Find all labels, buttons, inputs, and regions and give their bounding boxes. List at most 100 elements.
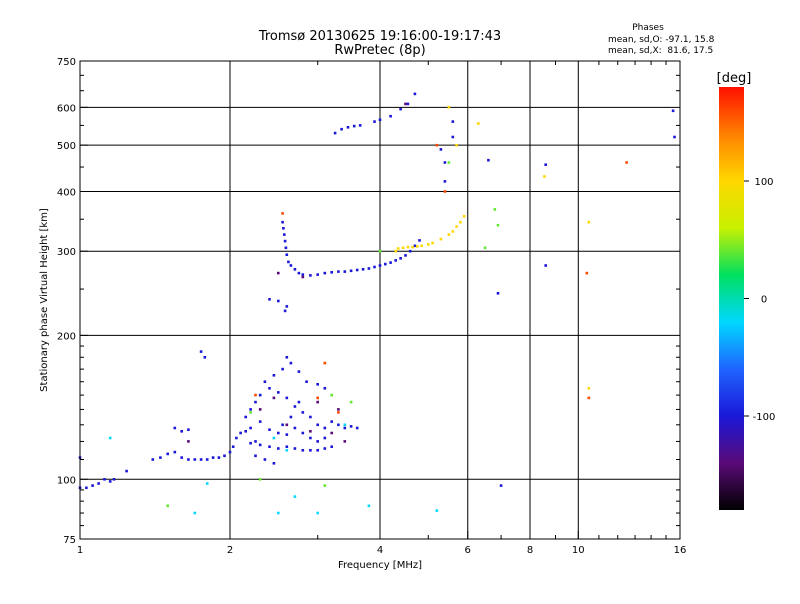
data-point: [451, 120, 455, 123]
data-point: [297, 271, 301, 275]
data-point: [406, 245, 410, 249]
series-0: [78, 92, 676, 490]
data-point: [493, 208, 497, 211]
data-point: [316, 423, 319, 427]
data-point: [673, 135, 676, 139]
data-point: [187, 440, 190, 443]
series-3: [254, 143, 628, 414]
x-axis-label: Frequency [MHz]: [338, 560, 422, 571]
data-point: [272, 374, 276, 377]
data-point: [193, 458, 197, 461]
data-point: [287, 260, 290, 264]
data-point: [316, 383, 319, 386]
data-point: [349, 425, 353, 428]
data-point: [413, 244, 417, 248]
data-point: [343, 426, 347, 430]
data-point: [496, 292, 500, 295]
y-tick-label: 75: [63, 535, 76, 546]
data-point: [587, 387, 591, 390]
data-point: [85, 486, 88, 490]
info-o-mode: mean, sd,O: -97.1, 15.8: [608, 35, 715, 45]
data-point: [587, 396, 591, 400]
data-point: [258, 420, 262, 423]
data-point: [443, 190, 447, 193]
data-point: [309, 430, 312, 433]
data-point: [333, 131, 337, 135]
data-point: [309, 436, 312, 440]
data-point: [258, 393, 262, 397]
data-point: [284, 246, 288, 250]
data-point: [254, 454, 257, 458]
colorbar-gradient: [719, 87, 744, 510]
y-tick-label: 200: [57, 331, 76, 342]
x-tick-label: 1: [77, 545, 83, 556]
data-point: [254, 400, 257, 404]
data-point: [309, 415, 312, 419]
data-point: [301, 275, 305, 279]
data-point: [343, 440, 347, 443]
y-tick-label: 500: [57, 141, 76, 152]
data-point: [431, 241, 434, 245]
data-point: [228, 450, 232, 454]
y-tick-label: 300: [57, 247, 76, 258]
data-point: [323, 426, 327, 430]
data-point: [337, 408, 340, 411]
data-point: [459, 220, 462, 224]
data-point: [587, 220, 591, 224]
data-point: [404, 102, 407, 106]
y-axis-label: Stationary phase Virtual Height [km]: [39, 208, 50, 392]
data-point: [496, 223, 500, 227]
data-point: [352, 124, 356, 128]
data-point: [258, 443, 262, 447]
data-point: [249, 411, 252, 414]
data-point: [193, 511, 197, 515]
x-tick-label: 16: [674, 545, 687, 556]
data-point: [355, 426, 359, 430]
data-point: [293, 495, 297, 498]
data-point: [166, 504, 169, 508]
data-point: [285, 449, 289, 452]
data-point: [323, 447, 327, 450]
data-point: [173, 426, 177, 430]
data-point: [394, 249, 397, 253]
data-point: [239, 431, 242, 435]
data-point: [283, 233, 286, 236]
data-point: [235, 436, 238, 440]
data-point: [358, 124, 362, 127]
data-point: [301, 431, 305, 435]
data-point: [91, 484, 94, 487]
data-point: [323, 361, 327, 365]
data-point: [285, 253, 289, 256]
data-point: [373, 265, 376, 269]
data-point: [330, 420, 333, 423]
data-point: [187, 458, 190, 461]
data-point: [289, 264, 293, 267]
data-point: [289, 361, 293, 365]
data-point: [439, 148, 443, 151]
data-point: [112, 478, 116, 481]
data-point: [281, 367, 284, 371]
data-point: [283, 309, 287, 313]
data-point: [477, 122, 480, 125]
data-point: [301, 411, 305, 414]
data-point: [323, 387, 327, 390]
data-point: [285, 356, 289, 359]
data-point: [435, 509, 439, 512]
data-point: [447, 161, 451, 164]
data-point: [455, 225, 458, 228]
data-point: [254, 440, 257, 443]
data-point: [268, 298, 271, 301]
data-point: [487, 158, 490, 162]
y-tick-label: 400: [57, 187, 76, 198]
series-4: [166, 161, 500, 508]
data-point: [367, 504, 371, 508]
data-point: [282, 227, 285, 230]
y-tick-label: 600: [57, 103, 76, 114]
data-point: [427, 243, 430, 246]
data-point: [187, 428, 190, 431]
data-point: [277, 511, 280, 515]
data-point: [272, 396, 276, 400]
data-point: [254, 393, 257, 397]
data-point: [281, 220, 284, 224]
